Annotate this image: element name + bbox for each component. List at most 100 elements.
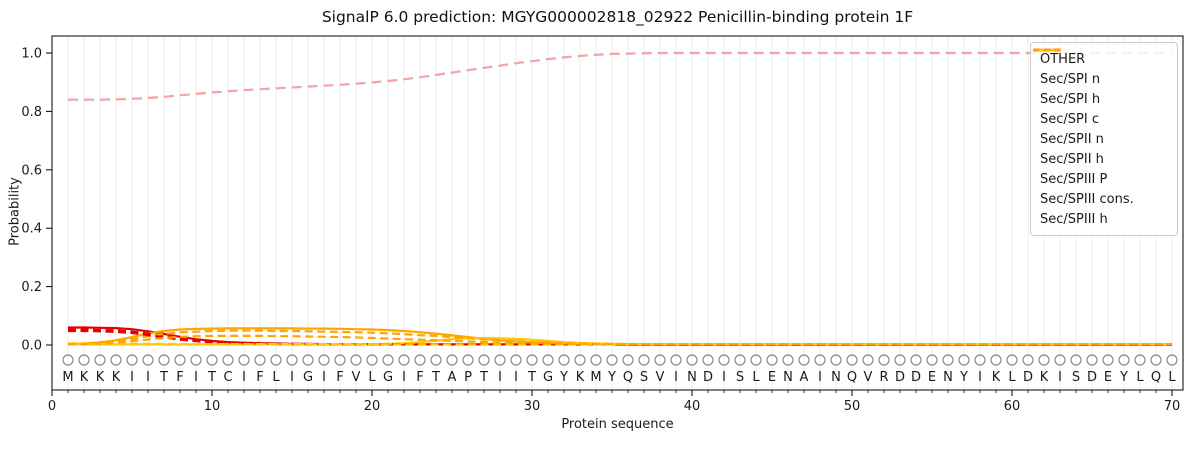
residue-markers bbox=[62, 354, 1178, 366]
residue-letter: G bbox=[543, 370, 553, 385]
legend-label: OTHER bbox=[1040, 51, 1086, 67]
residue-circle bbox=[622, 354, 634, 366]
residue-circle bbox=[238, 354, 250, 366]
residue-circle bbox=[1086, 354, 1098, 366]
legend-label: Sec/SPII h bbox=[1040, 151, 1104, 167]
residue-circle bbox=[462, 354, 474, 366]
axis-ticks bbox=[46, 52, 1173, 396]
legend-item-sec-spii-h: Sec/SPII h bbox=[1033, 48, 1168, 168]
residue-letter: F bbox=[416, 370, 423, 385]
residue-letter: I bbox=[1058, 370, 1062, 385]
residue-letter: F bbox=[176, 370, 183, 385]
legend-item-sec-spi-n: Sec/SPI n bbox=[1033, 48, 1168, 88]
residue-letter: E bbox=[928, 370, 936, 385]
residue-letter: D bbox=[1087, 370, 1097, 385]
legend-item-sec-spiii-cons-: Sec/SPIII cons. bbox=[1033, 48, 1168, 208]
residue-letter: A bbox=[448, 370, 457, 385]
residue-circle bbox=[446, 354, 458, 366]
residue-letter: I bbox=[402, 370, 406, 385]
residue-circle bbox=[926, 354, 938, 366]
residue-circle bbox=[814, 354, 826, 366]
residue-circle bbox=[222, 354, 234, 366]
residue-circle bbox=[638, 354, 650, 366]
residue-circle bbox=[158, 354, 170, 366]
y-axis-label: Probability bbox=[7, 177, 23, 246]
plot-frame bbox=[51, 35, 1184, 391]
y-tick-label: 1.0 bbox=[21, 47, 42, 62]
residue-circle bbox=[974, 354, 986, 366]
residue-letter: K bbox=[80, 370, 89, 385]
residue-letter: K bbox=[992, 370, 1001, 385]
residue-letter: M bbox=[62, 370, 73, 385]
residue-letter: N bbox=[687, 370, 697, 385]
residue-letter: Y bbox=[1119, 370, 1128, 385]
legend-label: Sec/SPIII P bbox=[1040, 171, 1108, 187]
residue-letter: T bbox=[159, 370, 168, 385]
residue-letter: G bbox=[383, 370, 393, 385]
legend-line-swatch bbox=[1033, 48, 1061, 52]
residue-circle bbox=[558, 354, 570, 366]
chart-title: SignalP 6.0 prediction: MGYG000002818_02… bbox=[321, 8, 914, 26]
residue-letter: I bbox=[674, 370, 678, 385]
residue-letter: I bbox=[818, 370, 822, 385]
residue-circle bbox=[318, 354, 330, 366]
residue-circle bbox=[990, 354, 1002, 366]
residue-letter: D bbox=[911, 370, 921, 385]
residue-letter: Y bbox=[959, 370, 968, 385]
residue-circle bbox=[1102, 354, 1114, 366]
residue-circle bbox=[382, 354, 394, 366]
residue-letter: K bbox=[1040, 370, 1049, 385]
legend-item-sec-spi-h: Sec/SPI h bbox=[1033, 48, 1168, 108]
residue-letter: C bbox=[223, 370, 232, 385]
residue-letter: L bbox=[1008, 370, 1016, 385]
series-line-sec-spiii-h bbox=[67, 334, 1172, 346]
residue-circle bbox=[526, 354, 538, 366]
residue-letter: Q bbox=[847, 370, 857, 385]
tick-labels: 0 10 20 30 40 50 60 70 0.0 0.2 0.4 0.6 0.8 1.0 bbox=[21, 47, 1180, 415]
residue-letter: K bbox=[576, 370, 585, 385]
residue-circle bbox=[286, 354, 298, 366]
residue-letter: P bbox=[464, 370, 472, 385]
residue-letter: M bbox=[590, 370, 601, 385]
residue-circle bbox=[414, 354, 426, 366]
residue-letter: E bbox=[768, 370, 776, 385]
residue-circle bbox=[126, 354, 138, 366]
residue-circle bbox=[270, 354, 282, 366]
residue-circle bbox=[702, 354, 714, 366]
residue-letter: I bbox=[242, 370, 246, 385]
residue-circle bbox=[142, 354, 154, 366]
residue-circle bbox=[350, 354, 362, 366]
residue-letter: R bbox=[879, 370, 888, 385]
legend-item-sec-spiii-h: Sec/SPIII h bbox=[1033, 48, 1168, 228]
residue-circle bbox=[846, 354, 858, 366]
residue-circle bbox=[510, 354, 522, 366]
residue-circle bbox=[830, 354, 842, 366]
y-tick-label: 0.4 bbox=[21, 222, 42, 237]
residue-letter: G bbox=[303, 370, 313, 385]
residue-circle bbox=[174, 354, 186, 366]
legend-item-sec-spiii-p: Sec/SPIII P bbox=[1033, 48, 1168, 188]
residue-circle bbox=[1134, 354, 1146, 366]
legend-item-sec-spii-n: Sec/SPII n bbox=[1033, 48, 1168, 148]
residue-letter: V bbox=[864, 370, 873, 385]
residue-circle bbox=[686, 354, 698, 366]
residue-letter: N bbox=[783, 370, 793, 385]
residue-circle bbox=[606, 354, 618, 366]
residue-circle bbox=[494, 354, 506, 366]
residue-circle bbox=[574, 354, 586, 366]
residue-letter: T bbox=[207, 370, 216, 385]
residue-letter: D bbox=[1023, 370, 1033, 385]
residue-circle bbox=[302, 354, 314, 366]
residue-circle bbox=[1022, 354, 1034, 366]
residue-circle bbox=[334, 354, 346, 366]
x-tick-label: 20 bbox=[364, 399, 381, 414]
residue-circle bbox=[798, 354, 810, 366]
residue-letter: I bbox=[978, 370, 982, 385]
residue-circle bbox=[1150, 354, 1162, 366]
y-tick-label: 0.2 bbox=[21, 280, 42, 295]
residue-letter: Y bbox=[607, 370, 616, 385]
residue-circle bbox=[542, 354, 554, 366]
